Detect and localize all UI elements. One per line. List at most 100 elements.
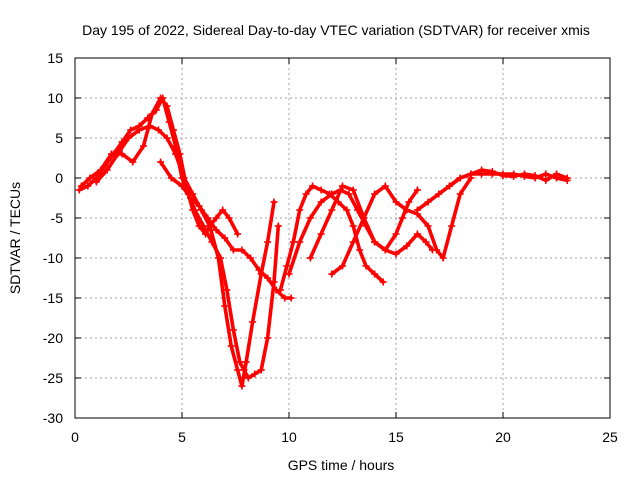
data-point bbox=[371, 238, 379, 246]
data-point bbox=[296, 238, 304, 246]
data-point bbox=[289, 238, 297, 246]
data-point bbox=[499, 172, 507, 180]
data-point bbox=[413, 186, 421, 194]
data-point bbox=[392, 250, 400, 258]
data-point bbox=[309, 182, 317, 190]
data-point bbox=[381, 182, 389, 190]
data-point bbox=[157, 94, 165, 102]
data-point bbox=[398, 214, 406, 222]
y-tick-label: -30 bbox=[43, 410, 63, 426]
data-point bbox=[246, 254, 254, 262]
data-point bbox=[302, 190, 310, 198]
chart-title: Day 195 of 2022, Sidereal Day-to-day VTE… bbox=[82, 22, 590, 38]
data-point bbox=[287, 294, 295, 302]
data-point bbox=[349, 238, 357, 246]
data-point bbox=[371, 190, 379, 198]
x-tick-label: 20 bbox=[495, 429, 511, 445]
data-point bbox=[238, 246, 246, 254]
data-point bbox=[531, 172, 539, 180]
y-tick-label: -5 bbox=[51, 210, 64, 226]
data-point bbox=[264, 274, 272, 282]
x-tick-label: 15 bbox=[388, 429, 404, 445]
data-point bbox=[392, 198, 400, 206]
data-point bbox=[163, 102, 171, 110]
data-point bbox=[424, 222, 432, 230]
data-point bbox=[189, 190, 197, 198]
data-point bbox=[255, 266, 263, 274]
data-point bbox=[97, 166, 105, 174]
data-point bbox=[435, 190, 443, 198]
data-point bbox=[249, 318, 257, 326]
series-line bbox=[308, 184, 420, 260]
data-point bbox=[195, 222, 203, 230]
data-point bbox=[264, 334, 272, 342]
data-point bbox=[456, 190, 464, 198]
data-point bbox=[225, 214, 233, 222]
data-point bbox=[306, 254, 314, 262]
data-point bbox=[176, 150, 184, 158]
grid-lines bbox=[75, 58, 610, 418]
series-line bbox=[158, 160, 293, 300]
data-point bbox=[221, 234, 229, 242]
series-line bbox=[77, 96, 281, 380]
data-point bbox=[251, 370, 259, 378]
series-line bbox=[79, 96, 240, 236]
data-point bbox=[212, 226, 220, 234]
data-point bbox=[229, 326, 237, 334]
data-point bbox=[75, 186, 83, 194]
series-arc-8 bbox=[306, 182, 421, 262]
y-tick-label: -25 bbox=[43, 370, 63, 386]
data-point bbox=[349, 222, 357, 230]
series-arc-6 bbox=[285, 186, 436, 278]
data-point bbox=[169, 126, 177, 134]
y-tick-label: -15 bbox=[43, 290, 63, 306]
data-point bbox=[125, 134, 132, 142]
data-point bbox=[317, 230, 325, 238]
data-point bbox=[285, 270, 293, 278]
x-tick-label: 0 bbox=[71, 429, 79, 445]
data-point bbox=[328, 190, 336, 198]
data-point bbox=[214, 254, 222, 262]
data-point bbox=[187, 194, 195, 202]
data-point bbox=[439, 254, 447, 262]
data-point bbox=[178, 182, 186, 190]
data-point bbox=[167, 174, 175, 182]
data-point bbox=[202, 230, 210, 238]
data-point bbox=[478, 166, 486, 174]
data-point bbox=[424, 198, 432, 206]
data-point bbox=[553, 170, 560, 178]
x-axis-label: GPS time / hours bbox=[288, 457, 395, 473]
data-point bbox=[234, 230, 242, 238]
data-point bbox=[139, 142, 147, 150]
data-point bbox=[154, 126, 162, 134]
data-point bbox=[77, 182, 85, 190]
data-point bbox=[195, 202, 203, 210]
data-point bbox=[328, 270, 336, 278]
x-tick-label: 5 bbox=[178, 429, 186, 445]
data-point bbox=[422, 238, 430, 246]
data-point bbox=[84, 182, 92, 190]
y-axis-label: SDTVAR / TECUs bbox=[7, 182, 23, 294]
data-point bbox=[328, 206, 336, 214]
data-point bbox=[446, 182, 453, 190]
data-point bbox=[488, 168, 496, 176]
data-point bbox=[405, 198, 413, 206]
data-point bbox=[229, 246, 237, 254]
data-point bbox=[276, 286, 284, 294]
data-point bbox=[317, 198, 325, 206]
data-point bbox=[127, 126, 135, 134]
data-point bbox=[270, 198, 278, 206]
data-point bbox=[356, 246, 364, 254]
data-point bbox=[257, 366, 265, 374]
data-series bbox=[75, 94, 571, 390]
data-point bbox=[433, 246, 441, 254]
data-point bbox=[339, 182, 346, 190]
data-point bbox=[283, 262, 291, 270]
y-tick-label: 10 bbox=[47, 90, 63, 106]
data-point bbox=[392, 230, 400, 238]
x-tick-label: 25 bbox=[602, 429, 618, 445]
data-point bbox=[520, 170, 528, 178]
data-point bbox=[204, 214, 212, 222]
y-tick-label: 5 bbox=[55, 130, 63, 146]
